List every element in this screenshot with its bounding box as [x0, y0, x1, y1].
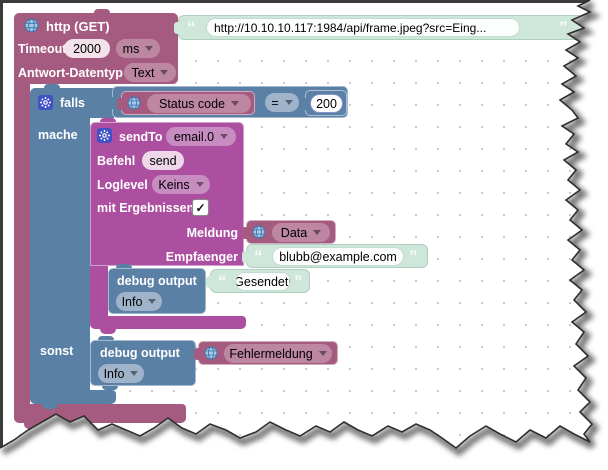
globe-icon [252, 225, 267, 240]
datatype-dropdown[interactable]: Text [124, 63, 176, 82]
http-block-title: http (GET) [46, 19, 110, 34]
dropdown-arrow-icon [231, 101, 239, 106]
debug-success-label: debug output [117, 274, 197, 288]
dropdown-arrow-icon [148, 299, 157, 304]
number-field[interactable]: 200 [310, 94, 343, 113]
gear-icon[interactable] [97, 128, 112, 143]
if-block-next-tab [42, 404, 58, 409]
http-block-next-tab [24, 423, 40, 429]
instance-value: email.0 [173, 129, 215, 144]
dropdown-arrow-icon [318, 351, 327, 356]
status-code-value: Status code [158, 96, 225, 111]
loglevel-value: Keins [158, 177, 190, 192]
recipient-label: Empfaenger [165, 250, 238, 264]
debug-error-level: Info [103, 366, 125, 381]
compare-left-tab [108, 97, 113, 109]
open-quote-icon: “ [254, 247, 263, 266]
http-block-left-wall[interactable] [14, 80, 30, 406]
open-quote-icon: “ [187, 18, 196, 37]
debug-error-level-dropdown[interactable]: Info [98, 364, 144, 383]
debug-success-left-tab [206, 276, 211, 288]
sendto-title: sendTo [119, 130, 163, 144]
operator-dropdown[interactable]: = [265, 93, 299, 112]
open-quote-icon: “ [218, 272, 227, 291]
number-left-tab [301, 98, 306, 110]
url-string-block[interactable]: “ http://10.10.10.117:1984/api/frame.jpe… [174, 15, 584, 40]
operator-value: = [271, 95, 279, 110]
close-quote-icon: ” [294, 272, 303, 291]
message-left-tab [242, 227, 247, 239]
globe-icon [24, 18, 39, 33]
recipient-field[interactable]: blubb@example.com [272, 247, 404, 266]
do-label: mache [38, 128, 78, 142]
compare-block[interactable]: Status code = 200 [108, 86, 348, 118]
else-label: sonst [40, 344, 74, 358]
dropdown-arrow-icon [130, 371, 139, 376]
timeout-unit-dropdown[interactable]: ms [116, 39, 160, 58]
command-label: Befehl [97, 154, 136, 168]
debug-success-level-dropdown[interactable]: Info [116, 292, 162, 311]
debug-success-field[interactable]: Gesendet! [235, 272, 291, 291]
debug-success-string-block[interactable]: “ Gesendet! ” [206, 269, 310, 293]
debug-error-next-tab [102, 386, 118, 390]
loglevel-label: Loglevel [97, 178, 148, 192]
datatype-value: Text [131, 65, 155, 80]
message-label: Meldung [186, 226, 238, 240]
http-block-bottom-bar[interactable] [14, 404, 186, 423]
message-value-block[interactable]: Data [242, 220, 336, 244]
debug-error-dropdown[interactable]: Fehlermeldung [224, 344, 332, 363]
if-label: falls [60, 96, 86, 110]
dropdown-arrow-icon [220, 134, 229, 139]
status-code-left-tab [117, 98, 122, 110]
sendto-bottom-bar[interactable] [90, 316, 246, 329]
with-results-label: mit Ergebnissen [97, 201, 195, 215]
dropdown-arrow-icon [313, 230, 322, 235]
timeout-unit-value: ms [122, 41, 140, 56]
dropdown-arrow-icon [284, 100, 293, 105]
if-block-bottom-bar[interactable] [30, 390, 116, 404]
sendto-left-wall[interactable] [90, 266, 108, 316]
recipient-left-tab [242, 251, 247, 263]
message-dropdown[interactable]: Data [272, 223, 330, 242]
dropdown-arrow-icon [160, 70, 169, 75]
datatype-label: Antwort-Datentyp [18, 66, 123, 80]
loglevel-dropdown[interactable]: Keins [152, 175, 210, 194]
with-results-checkbox[interactable]: ✓ [192, 199, 209, 216]
timeout-label: Timeout [18, 42, 67, 56]
gear-icon[interactable] [38, 95, 53, 110]
url-field[interactable]: http://10.10.10.117:1984/api/frame.jpeg?… [206, 18, 520, 37]
timeout-field[interactable]: 2000 [64, 39, 110, 58]
url-string-left-tab [174, 22, 179, 34]
status-code-dropdown[interactable]: Status code [147, 94, 251, 113]
debug-success-level: Info [121, 294, 143, 309]
debug-error-label: debug output [100, 346, 180, 360]
debug-error-left-tab [194, 348, 199, 360]
command-field[interactable]: send [142, 151, 184, 170]
dropdown-arrow-icon [145, 46, 154, 51]
globe-icon [127, 96, 142, 111]
globe-icon [204, 346, 219, 361]
close-quote-icon: ” [559, 18, 568, 37]
debug-error-value: Fehlermeldung [229, 346, 313, 361]
sendto-next-tab [100, 329, 116, 334]
instance-dropdown[interactable]: email.0 [166, 127, 236, 146]
message-value: Data [280, 225, 308, 240]
recipient-string-block[interactable]: “ blubb@example.com ” [242, 244, 428, 268]
debug-error-value-block[interactable]: Fehlermeldung [194, 341, 338, 365]
status-code-block[interactable]: Status code [117, 91, 255, 115]
close-quote-icon: ” [409, 247, 418, 266]
number-block[interactable]: 200 [301, 90, 347, 116]
dropdown-arrow-icon [195, 182, 204, 187]
